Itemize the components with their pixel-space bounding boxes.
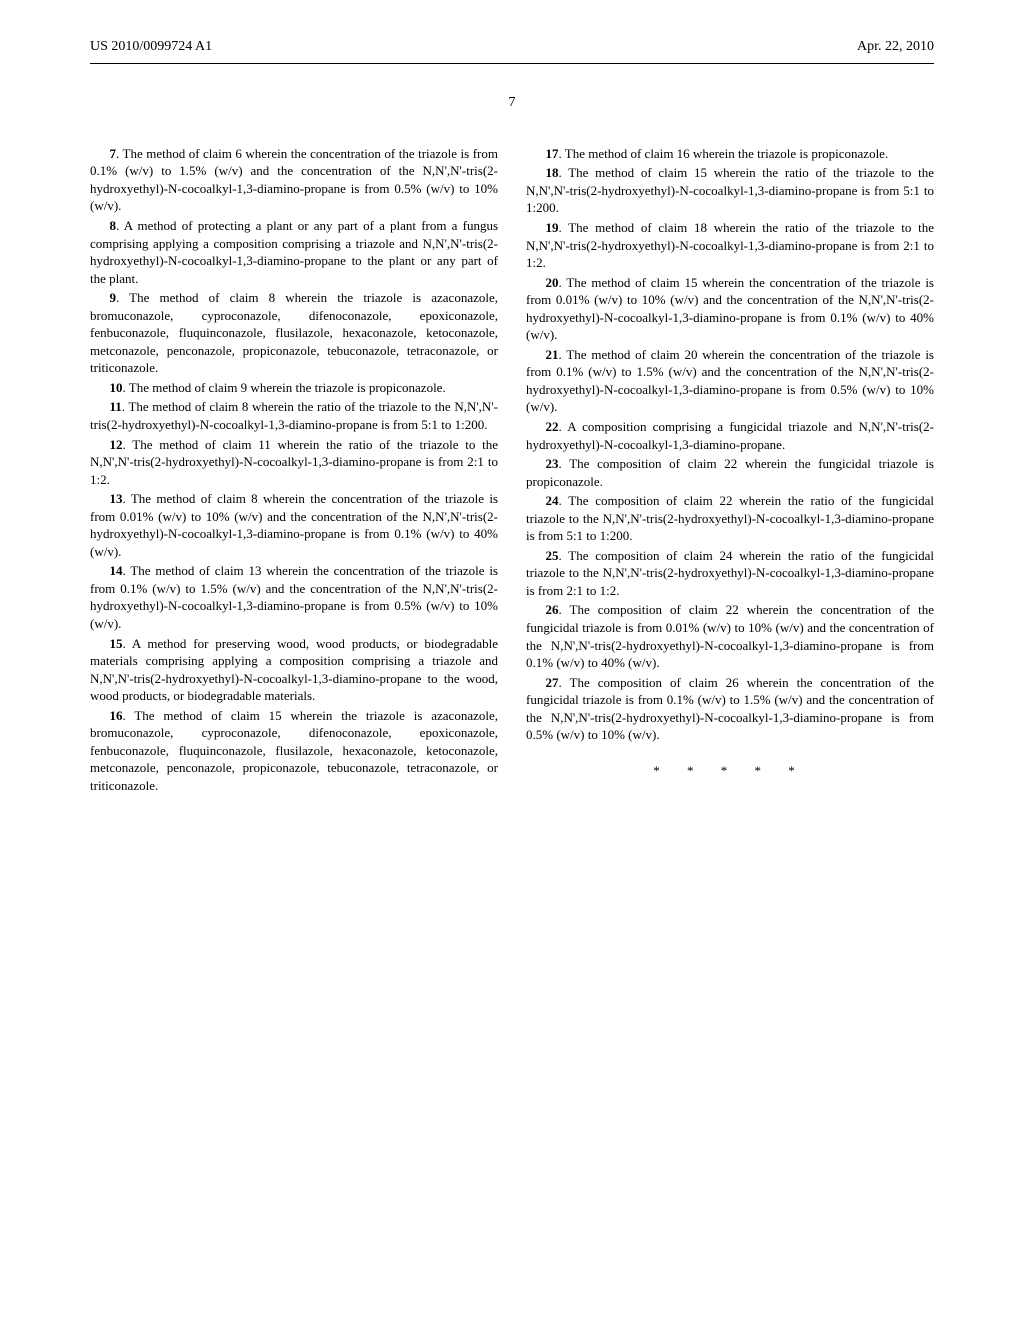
claim-number: 13	[110, 491, 123, 506]
claim-paragraph: 10. The method of claim 9 wherein the tr…	[90, 379, 498, 397]
claim-number: 8	[110, 218, 117, 233]
claim-number: 21	[546, 347, 559, 362]
claim-paragraph: 17. The method of claim 16 wherein the t…	[526, 145, 934, 163]
claim-number: 20	[546, 275, 559, 290]
claim-paragraph: 8. A method of protecting a plant or any…	[90, 217, 498, 287]
page-header: US 2010/0099724 A1 Apr. 22, 2010	[90, 38, 934, 57]
claim-paragraph: 11. The method of claim 8 wherein the ra…	[90, 398, 498, 433]
claim-paragraph: 23. The composition of claim 22 wherein …	[526, 455, 934, 490]
claim-number: 19	[546, 220, 559, 235]
claim-paragraph: 21. The method of claim 20 wherein the c…	[526, 346, 934, 416]
claim-paragraph: 22. A composition comprising a fungicida…	[526, 418, 934, 453]
publication-number: US 2010/0099724 A1	[90, 38, 212, 57]
claim-paragraph: 16. The method of claim 15 wherein the t…	[90, 707, 498, 795]
claim-paragraph: 15. A method for preserving wood, wood p…	[90, 635, 498, 705]
claim-number: 26	[546, 602, 559, 617]
header-divider	[90, 63, 934, 64]
claim-number: 18	[546, 165, 559, 180]
claim-number: 22	[546, 419, 559, 434]
claim-paragraph: 25. The composition of claim 24 wherein …	[526, 547, 934, 600]
claim-number: 7	[110, 146, 117, 161]
claim-paragraph: 24. The composition of claim 22 wherein …	[526, 492, 934, 545]
claim-number: 17	[546, 146, 559, 161]
claim-paragraph: 26. The composition of claim 22 wherein …	[526, 601, 934, 671]
claims-columns: 7. The method of claim 6 wherein the con…	[90, 145, 934, 795]
claim-number: 24	[546, 493, 559, 508]
claim-paragraph: 13. The method of claim 8 wherein the co…	[90, 490, 498, 560]
end-marks: * * * * *	[526, 762, 934, 780]
claim-paragraph: 20. The method of claim 15 wherein the c…	[526, 274, 934, 344]
claim-paragraph: 9. The method of claim 8 wherein the tri…	[90, 289, 498, 377]
claim-paragraph: 7. The method of claim 6 wherein the con…	[90, 145, 498, 215]
claim-paragraph: 12. The method of claim 11 wherein the r…	[90, 436, 498, 489]
claim-number: 14	[110, 563, 123, 578]
claim-number: 11	[110, 399, 122, 414]
claim-number: 25	[546, 548, 559, 563]
claim-paragraph: 27. The composition of claim 26 wherein …	[526, 674, 934, 744]
claim-paragraph: 19. The method of claim 18 wherein the r…	[526, 219, 934, 272]
claim-number: 27	[546, 675, 559, 690]
claim-paragraph: 14. The method of claim 13 wherein the c…	[90, 562, 498, 632]
publication-date: Apr. 22, 2010	[857, 38, 934, 57]
claim-number: 9	[110, 290, 117, 305]
claim-number: 16	[110, 708, 123, 723]
page-number: 7	[90, 94, 934, 113]
claim-number: 15	[110, 636, 123, 651]
claim-number: 10	[110, 380, 123, 395]
claim-paragraph: 18. The method of claim 15 wherein the r…	[526, 164, 934, 217]
claim-number: 23	[546, 456, 559, 471]
claim-number: 12	[110, 437, 123, 452]
